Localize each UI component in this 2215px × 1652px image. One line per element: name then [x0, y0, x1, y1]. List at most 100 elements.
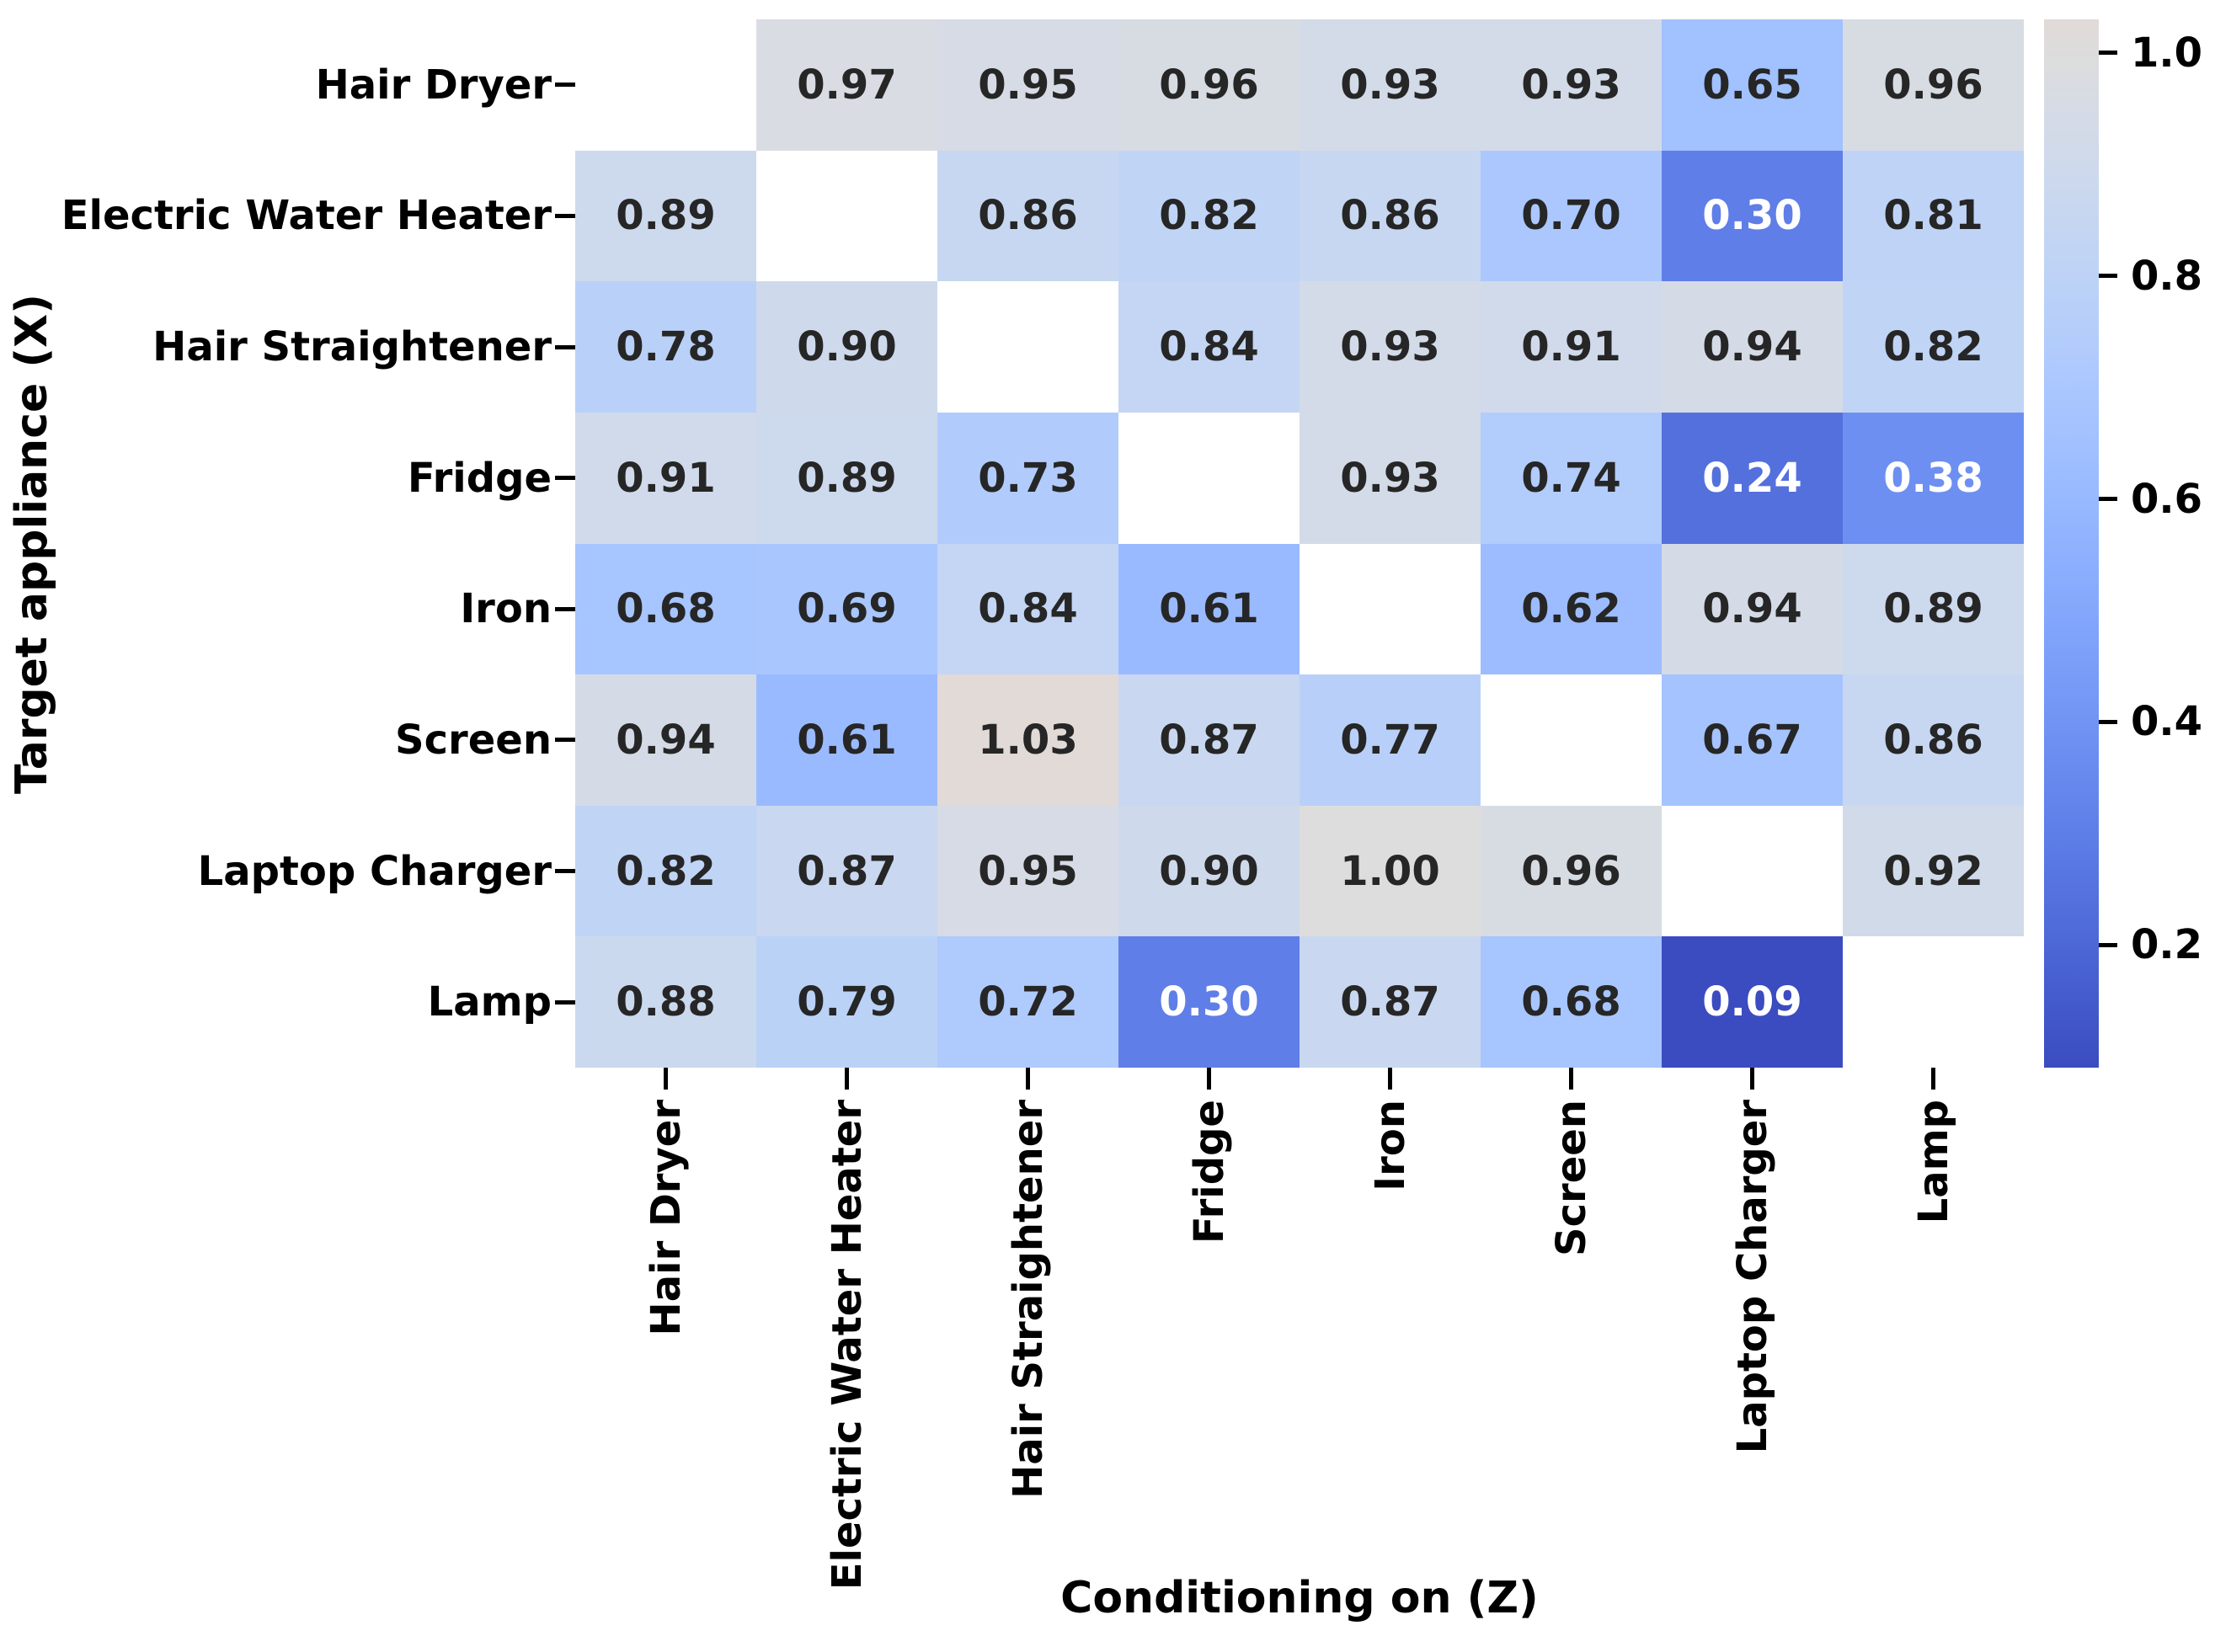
colorbar-tick-label: 1.0 — [2131, 29, 2203, 77]
x-tick-label: Lamp — [1909, 1100, 1957, 1224]
y-tick-label: Hair Dryer — [315, 61, 552, 109]
heatmap-cell: 0.65 — [1662, 19, 1843, 151]
heatmap-cell — [1300, 543, 1481, 675]
heatmap-cell: 0.82 — [1118, 150, 1300, 282]
y-tick-label: Iron — [460, 585, 552, 633]
heatmap-cell: 0.97 — [756, 19, 937, 151]
x-tick-label: Iron — [1366, 1100, 1414, 1191]
x-tick-column: Laptop Charger — [1662, 1100, 1843, 1639]
x-tick-label: Screen — [1547, 1100, 1595, 1256]
x-tick-mark — [1026, 1068, 1030, 1090]
heatmap-cell: 0.96 — [1481, 805, 1662, 937]
heatmap-cell: 0.82 — [1843, 281, 2024, 413]
y-axis-tick-labels: Hair Dryer Electric Water Heater Hair Stra… — [0, 19, 552, 1068]
heatmap-cell: 0.61 — [1118, 543, 1300, 675]
y-tick-mark — [555, 869, 575, 874]
y-tick-label: Lamp — [427, 978, 552, 1026]
x-tick-mark — [845, 1068, 849, 1090]
heatmap-cell: 0.96 — [1118, 19, 1300, 151]
colorbar-tick-mark — [2099, 497, 2117, 502]
colorbar-tick-mark — [2099, 942, 2117, 947]
heatmap-cell: 0.90 — [1118, 805, 1300, 937]
x-tick-column: Hair Straightener — [937, 1100, 1118, 1639]
x-tick-label: Hair Dryer — [642, 1100, 690, 1336]
x-tick-column: Electric Water Heater — [756, 1100, 937, 1639]
heatmap-cell: 0.87 — [756, 805, 937, 937]
y-tick-label: Screen — [395, 716, 552, 764]
heatmap-cell: 0.81 — [1843, 150, 2024, 282]
heatmap-cell: 0.86 — [1843, 674, 2024, 806]
heatmap-cell: 0.77 — [1300, 674, 1481, 806]
heatmap-cell: 0.84 — [1118, 281, 1300, 413]
heatmap-cell: 0.89 — [1843, 543, 2024, 675]
heatmap-cell: 0.70 — [1481, 150, 1662, 282]
y-tick-mark — [555, 344, 575, 349]
heatmap-cell: 0.91 — [1481, 281, 1662, 413]
heatmap-cell: 0.82 — [575, 805, 756, 937]
x-tick-mark — [1569, 1068, 1573, 1090]
heatmap-cell: 0.79 — [756, 936, 937, 1068]
colorbar-tick-mark — [2099, 51, 2117, 56]
colorbar-tick-label: 0.4 — [2131, 698, 2203, 746]
colorbar-tick-label: 0.2 — [2131, 921, 2203, 969]
x-tick-mark — [664, 1068, 668, 1090]
heatmap-cell: 0.87 — [1118, 674, 1300, 806]
heatmap-cell — [1843, 936, 2024, 1068]
y-tick-mark — [555, 738, 575, 743]
heatmap-cell: 0.95 — [937, 805, 1118, 937]
heatmap-cell: 0.89 — [575, 150, 756, 282]
heatmap-cell: 0.93 — [1481, 19, 1662, 151]
heatmap-cell: 0.87 — [1300, 936, 1481, 1068]
x-tick-column: Screen — [1481, 1100, 1662, 1639]
heatmap-cell: 0.30 — [1662, 150, 1843, 282]
heatmap-cell: 0.38 — [1843, 412, 2024, 544]
heatmap-cell: 1.00 — [1300, 805, 1481, 937]
x-tick-column: Iron — [1300, 1100, 1481, 1639]
heatmap-cell: 0.84 — [937, 543, 1118, 675]
heatmap-grid: 0.97 0.95 0.96 0.93 0.93 0.65 0.96 0.89 0.86 0.82… — [575, 19, 2024, 1068]
x-tick-mark — [1931, 1068, 1935, 1090]
y-tick-mark — [555, 213, 575, 218]
heatmap-cell: 0.93 — [1300, 281, 1481, 413]
heatmap-cell: 0.24 — [1662, 412, 1843, 544]
heatmap-cell: 0.09 — [1662, 936, 1843, 1068]
heatmap-cell: 0.69 — [756, 543, 937, 675]
heatmap-cell: 0.89 — [756, 412, 937, 544]
x-axis-label: Conditioning on (Z) — [1060, 1573, 1539, 1623]
heatmap-cell: 0.94 — [1662, 543, 1843, 675]
heatmap-cell: 1.03 — [937, 674, 1118, 806]
heatmap-cell: 0.74 — [1481, 412, 1662, 544]
heatmap-cell: 0.94 — [1662, 281, 1843, 413]
y-tick-label: Hair Straightener — [152, 323, 552, 371]
x-tick-mark — [1750, 1068, 1754, 1090]
y-tick-label: Laptop Charger — [197, 847, 552, 895]
heatmap-cell: 0.61 — [756, 674, 937, 806]
x-tick-label: Laptop Charger — [1728, 1100, 1776, 1454]
x-tick-mark — [1207, 1068, 1211, 1090]
heatmap-cell — [937, 281, 1118, 413]
x-tick-column: Hair Dryer — [575, 1100, 756, 1639]
x-tick-label: Electric Water Heater — [823, 1100, 871, 1591]
heatmap-cell: 0.73 — [937, 412, 1118, 544]
heatmap-cell — [756, 150, 937, 282]
heatmap-cell — [1662, 805, 1843, 937]
heatmap-cell: 0.62 — [1481, 543, 1662, 675]
heatmap-cell: 0.96 — [1843, 19, 2024, 151]
y-tick-mark — [555, 999, 575, 1005]
colorbar-tick-mark — [2099, 719, 2117, 724]
colorbar-gradient — [2044, 19, 2099, 1068]
heatmap-cell — [1118, 412, 1300, 544]
x-tick-mark — [1388, 1068, 1392, 1090]
heatmap-cell: 0.92 — [1843, 805, 2024, 937]
heatmap-cell: 0.67 — [1662, 674, 1843, 806]
heatmap-cell: 0.91 — [575, 412, 756, 544]
colorbar-tick-mark — [2099, 274, 2117, 279]
y-tick-label: Fridge — [407, 454, 552, 502]
heatmap-cell: 0.68 — [575, 543, 756, 675]
heatmap-cell: 0.68 — [1481, 936, 1662, 1068]
y-tick-mark — [555, 606, 575, 611]
heatmap-cell: 0.94 — [575, 674, 756, 806]
colorbar-tick-label: 0.6 — [2131, 475, 2203, 523]
x-tick-column: Lamp — [1843, 1100, 2024, 1639]
